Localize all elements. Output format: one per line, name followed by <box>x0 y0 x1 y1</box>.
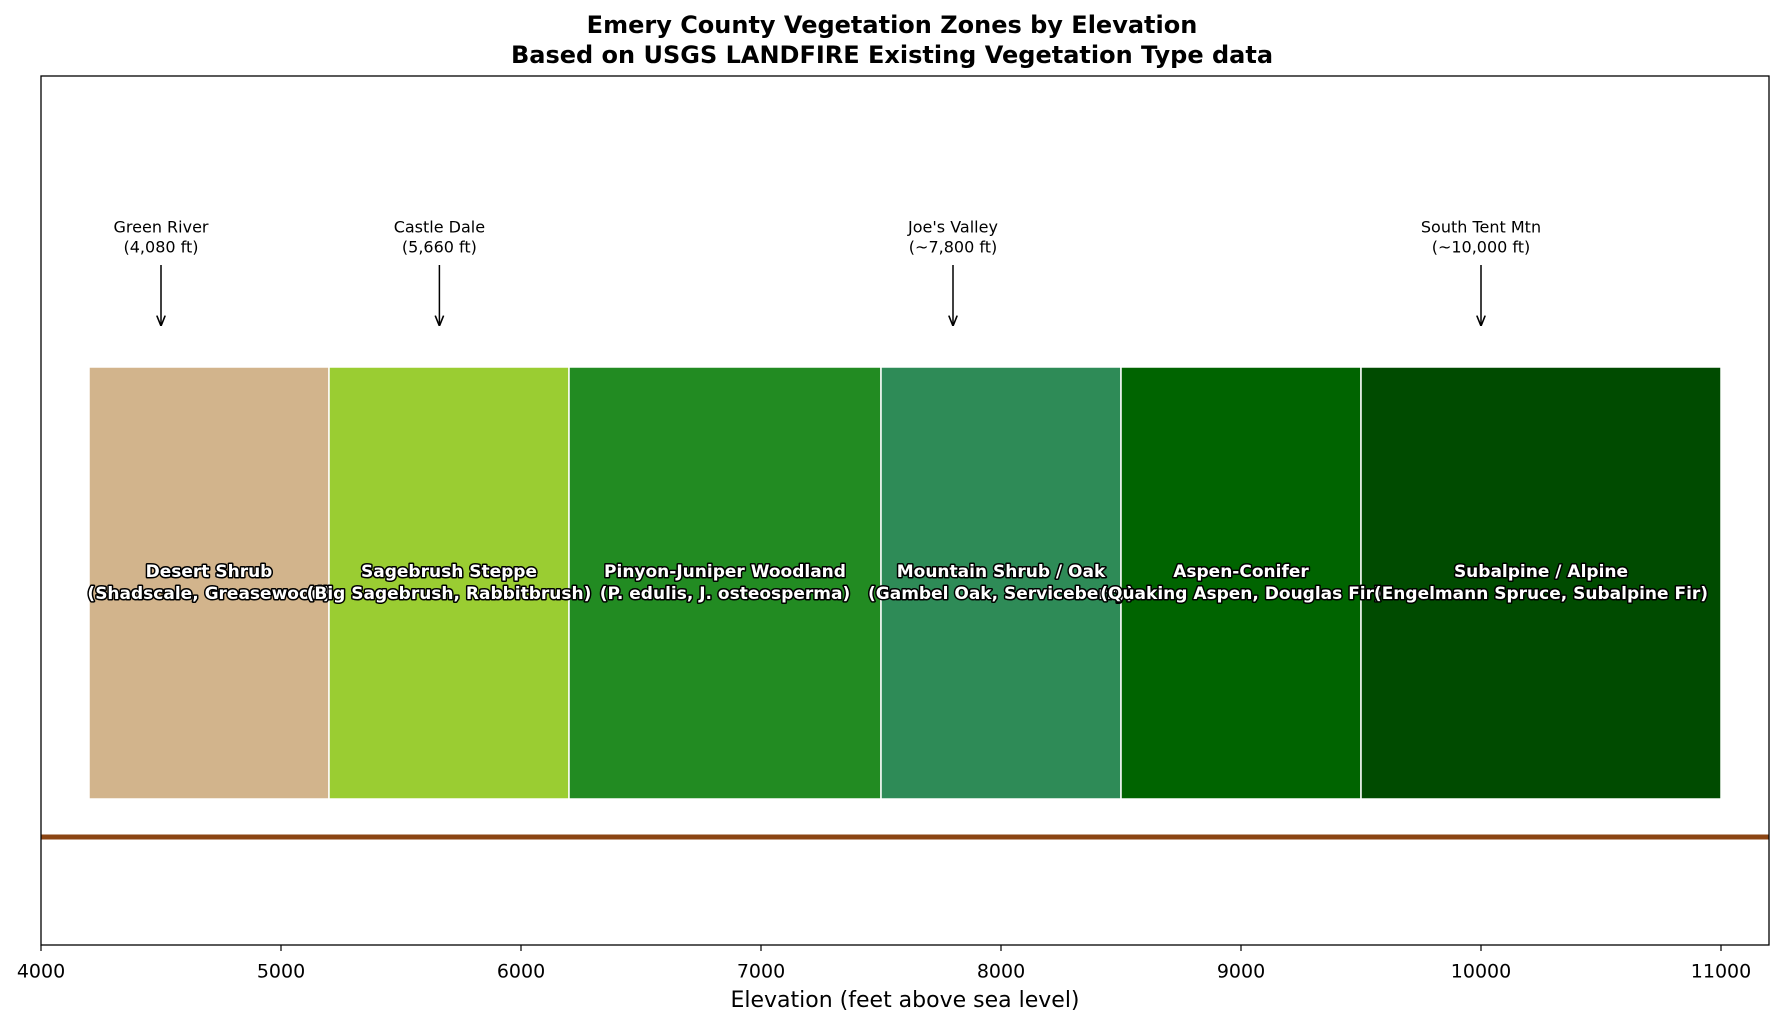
annotation-label: South Tent Mtn <box>1421 218 1541 237</box>
zone-bar <box>1120 366 1362 800</box>
x-tick-label: 11000 <box>1691 961 1751 983</box>
x-tick-label: 9000 <box>1217 961 1265 983</box>
zone-species: (Shadscale, Greasewood) <box>87 584 330 604</box>
zone-name: Pinyon-Juniper Woodland <box>604 562 846 582</box>
annotation-label: Green River <box>114 218 209 237</box>
annotation-note: (~10,000 ft) <box>1432 238 1531 257</box>
chart-subtitle: Based on USGS LANDFIRE Existing Vegetati… <box>511 41 1273 69</box>
zone-name: Desert Shrub <box>146 562 273 582</box>
x-tick-label: 4000 <box>17 961 65 983</box>
zone-name: Aspen-Conifer <box>1173 562 1309 582</box>
zone-name: Subalpine / Alpine <box>1454 562 1628 582</box>
zone-bar <box>1360 366 1722 800</box>
x-tick-label: 10000 <box>1451 961 1511 983</box>
x-axis-label: Elevation (feet above sea level) <box>730 988 1079 1013</box>
zone-species: (Big Sagebrush, Rabbitbrush) <box>307 584 592 604</box>
zone-bar <box>880 366 1122 800</box>
annotation-note: (5,660 ft) <box>402 238 477 257</box>
x-tick-label: 8000 <box>977 961 1025 983</box>
zone-species: (P. edulis, J. osteosperma) <box>600 584 850 604</box>
annotation-label: Castle Dale <box>394 218 485 237</box>
chart-title: Emery County Vegetation Zones by Elevati… <box>587 11 1198 39</box>
zone-species: (Gambel Oak, Serviceberry) <box>868 584 1134 604</box>
zone-species: (Engelmann Spruce, Subalpine Fir) <box>1374 584 1708 604</box>
zone-bar <box>568 366 882 800</box>
zone-species: (Quaking Aspen, Douglas Fir) <box>1100 584 1382 604</box>
annotation-note: (~7,800 ft) <box>909 238 997 257</box>
zone-bar <box>328 366 570 800</box>
zone-bar <box>88 366 330 800</box>
annotation-label: Joe's Valley <box>907 218 998 237</box>
x-tick-label: 7000 <box>737 961 785 983</box>
x-tick-label: 6000 <box>497 961 545 983</box>
annotation-note: (4,080 ft) <box>124 238 199 257</box>
x-tick-label: 5000 <box>257 961 305 983</box>
zone-name: Sagebrush Steppe <box>361 562 537 582</box>
plot-frame <box>40 75 1770 946</box>
zone-name: Mountain Shrub / Oak <box>897 562 1106 582</box>
